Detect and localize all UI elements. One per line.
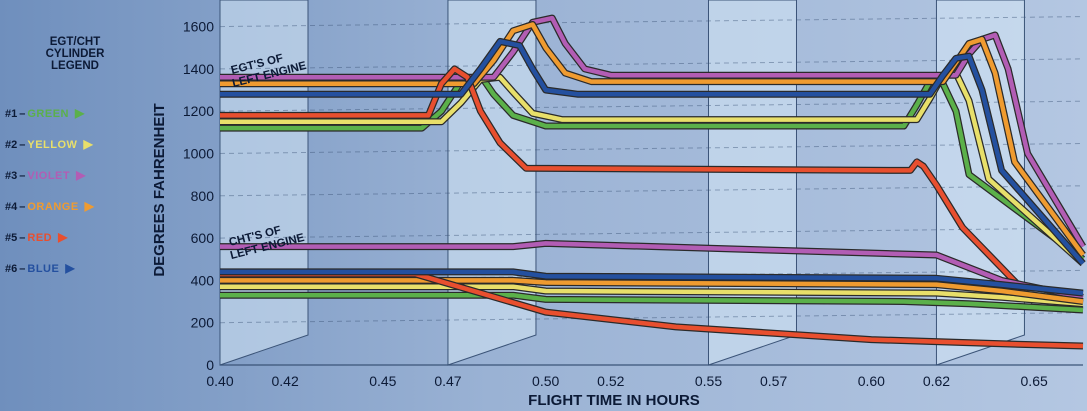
y-tick-label: 1200 bbox=[183, 103, 214, 119]
play-arrow-icon: ▶ bbox=[75, 106, 85, 120]
legend: EGT/CHT CYLINDER LEGEND #1– GREEN ▶ #2– YEL… bbox=[0, 36, 150, 275]
x-tick-label: 0.50 bbox=[532, 373, 559, 389]
legend-item-color-name: RED bbox=[27, 232, 53, 244]
x-tick-label: 0.52 bbox=[597, 373, 624, 389]
y-tick-label: 200 bbox=[191, 315, 215, 331]
legend-item-color-name: ORANGE bbox=[27, 201, 79, 213]
egt-series-line bbox=[220, 70, 1085, 266]
legend-item-number: #3 bbox=[5, 170, 18, 182]
legend-title-line-1: EGT/CHT bbox=[49, 36, 101, 48]
legend-item-color-name: VIOLET bbox=[27, 170, 71, 182]
y-tick-label: 1400 bbox=[183, 61, 214, 77]
play-arrow-icon: ▶ bbox=[76, 168, 86, 182]
y-tick-label: 400 bbox=[191, 272, 215, 288]
y-tick-label: 0 bbox=[206, 357, 214, 373]
x-tick-label: 0.62 bbox=[923, 373, 950, 389]
x-tick-label: 0.55 bbox=[695, 373, 722, 389]
y-tick-label: 1600 bbox=[183, 19, 214, 35]
play-arrow-icon: ▶ bbox=[58, 230, 68, 244]
x-tick-label: 0.47 bbox=[434, 373, 461, 389]
egt-series-line bbox=[220, 66, 1036, 304]
legend-item: #6– BLUE ▶ bbox=[5, 261, 75, 275]
x-tick-label: 0.57 bbox=[760, 373, 787, 389]
legend-item: #3– VIOLET ▶ bbox=[5, 168, 86, 182]
play-arrow-icon: ▶ bbox=[65, 261, 75, 275]
time-slice-panel bbox=[707, 0, 797, 366]
legend-item-number: #6 bbox=[5, 263, 18, 275]
y-axis-title: DEGREES FAHRENHEIT bbox=[151, 103, 168, 276]
cht-series-line bbox=[220, 269, 1084, 296]
legend-item: #4– ORANGE ▶ bbox=[5, 199, 94, 213]
x-tick-label: 0.40 bbox=[206, 373, 233, 389]
play-arrow-icon: ▶ bbox=[83, 137, 93, 151]
cht-series-line bbox=[220, 292, 1084, 313]
legend-item-number: #1 bbox=[5, 108, 18, 120]
egt-series-line bbox=[220, 39, 1085, 265]
x-axis-title: FLIGHT TIME IN HOURS bbox=[528, 392, 700, 409]
y-tick-label: 800 bbox=[191, 188, 215, 204]
legend-item-number: #4 bbox=[5, 201, 18, 213]
legend-item: #5– RED ▶ bbox=[5, 230, 68, 244]
legend-title-line-3: LEGEND bbox=[51, 60, 99, 72]
legend-item-number: #5 bbox=[5, 232, 18, 244]
y-tick-label: 600 bbox=[191, 230, 215, 246]
legend-item-color-name: BLUE bbox=[27, 263, 60, 275]
x-tick-label: 0.65 bbox=[1021, 373, 1048, 389]
y-tick-label: 1000 bbox=[183, 145, 214, 161]
play-arrow-icon: ▶ bbox=[84, 199, 94, 213]
legend-title-line-2: CYLINDER bbox=[45, 48, 105, 60]
egt-series-line bbox=[220, 72, 1085, 262]
x-tick-label: 0.60 bbox=[858, 373, 885, 389]
x-tick-label: 0.45 bbox=[369, 373, 396, 389]
x-tick-label: 0.42 bbox=[272, 373, 299, 389]
legend-item-color-name: YELLOW bbox=[27, 139, 78, 151]
legend-item: #1– GREEN ▶ bbox=[5, 106, 85, 120]
legend-item: #2– YELLOW ▶ bbox=[5, 137, 93, 151]
time-slice-panel bbox=[219, 0, 309, 366]
series-line-outline bbox=[220, 65, 1037, 304]
cht-series-line bbox=[220, 278, 1084, 304]
legend-item-number: #2 bbox=[5, 139, 18, 151]
egt-series-line bbox=[220, 22, 1085, 257]
legend-item-color-name: GREEN bbox=[27, 108, 69, 120]
